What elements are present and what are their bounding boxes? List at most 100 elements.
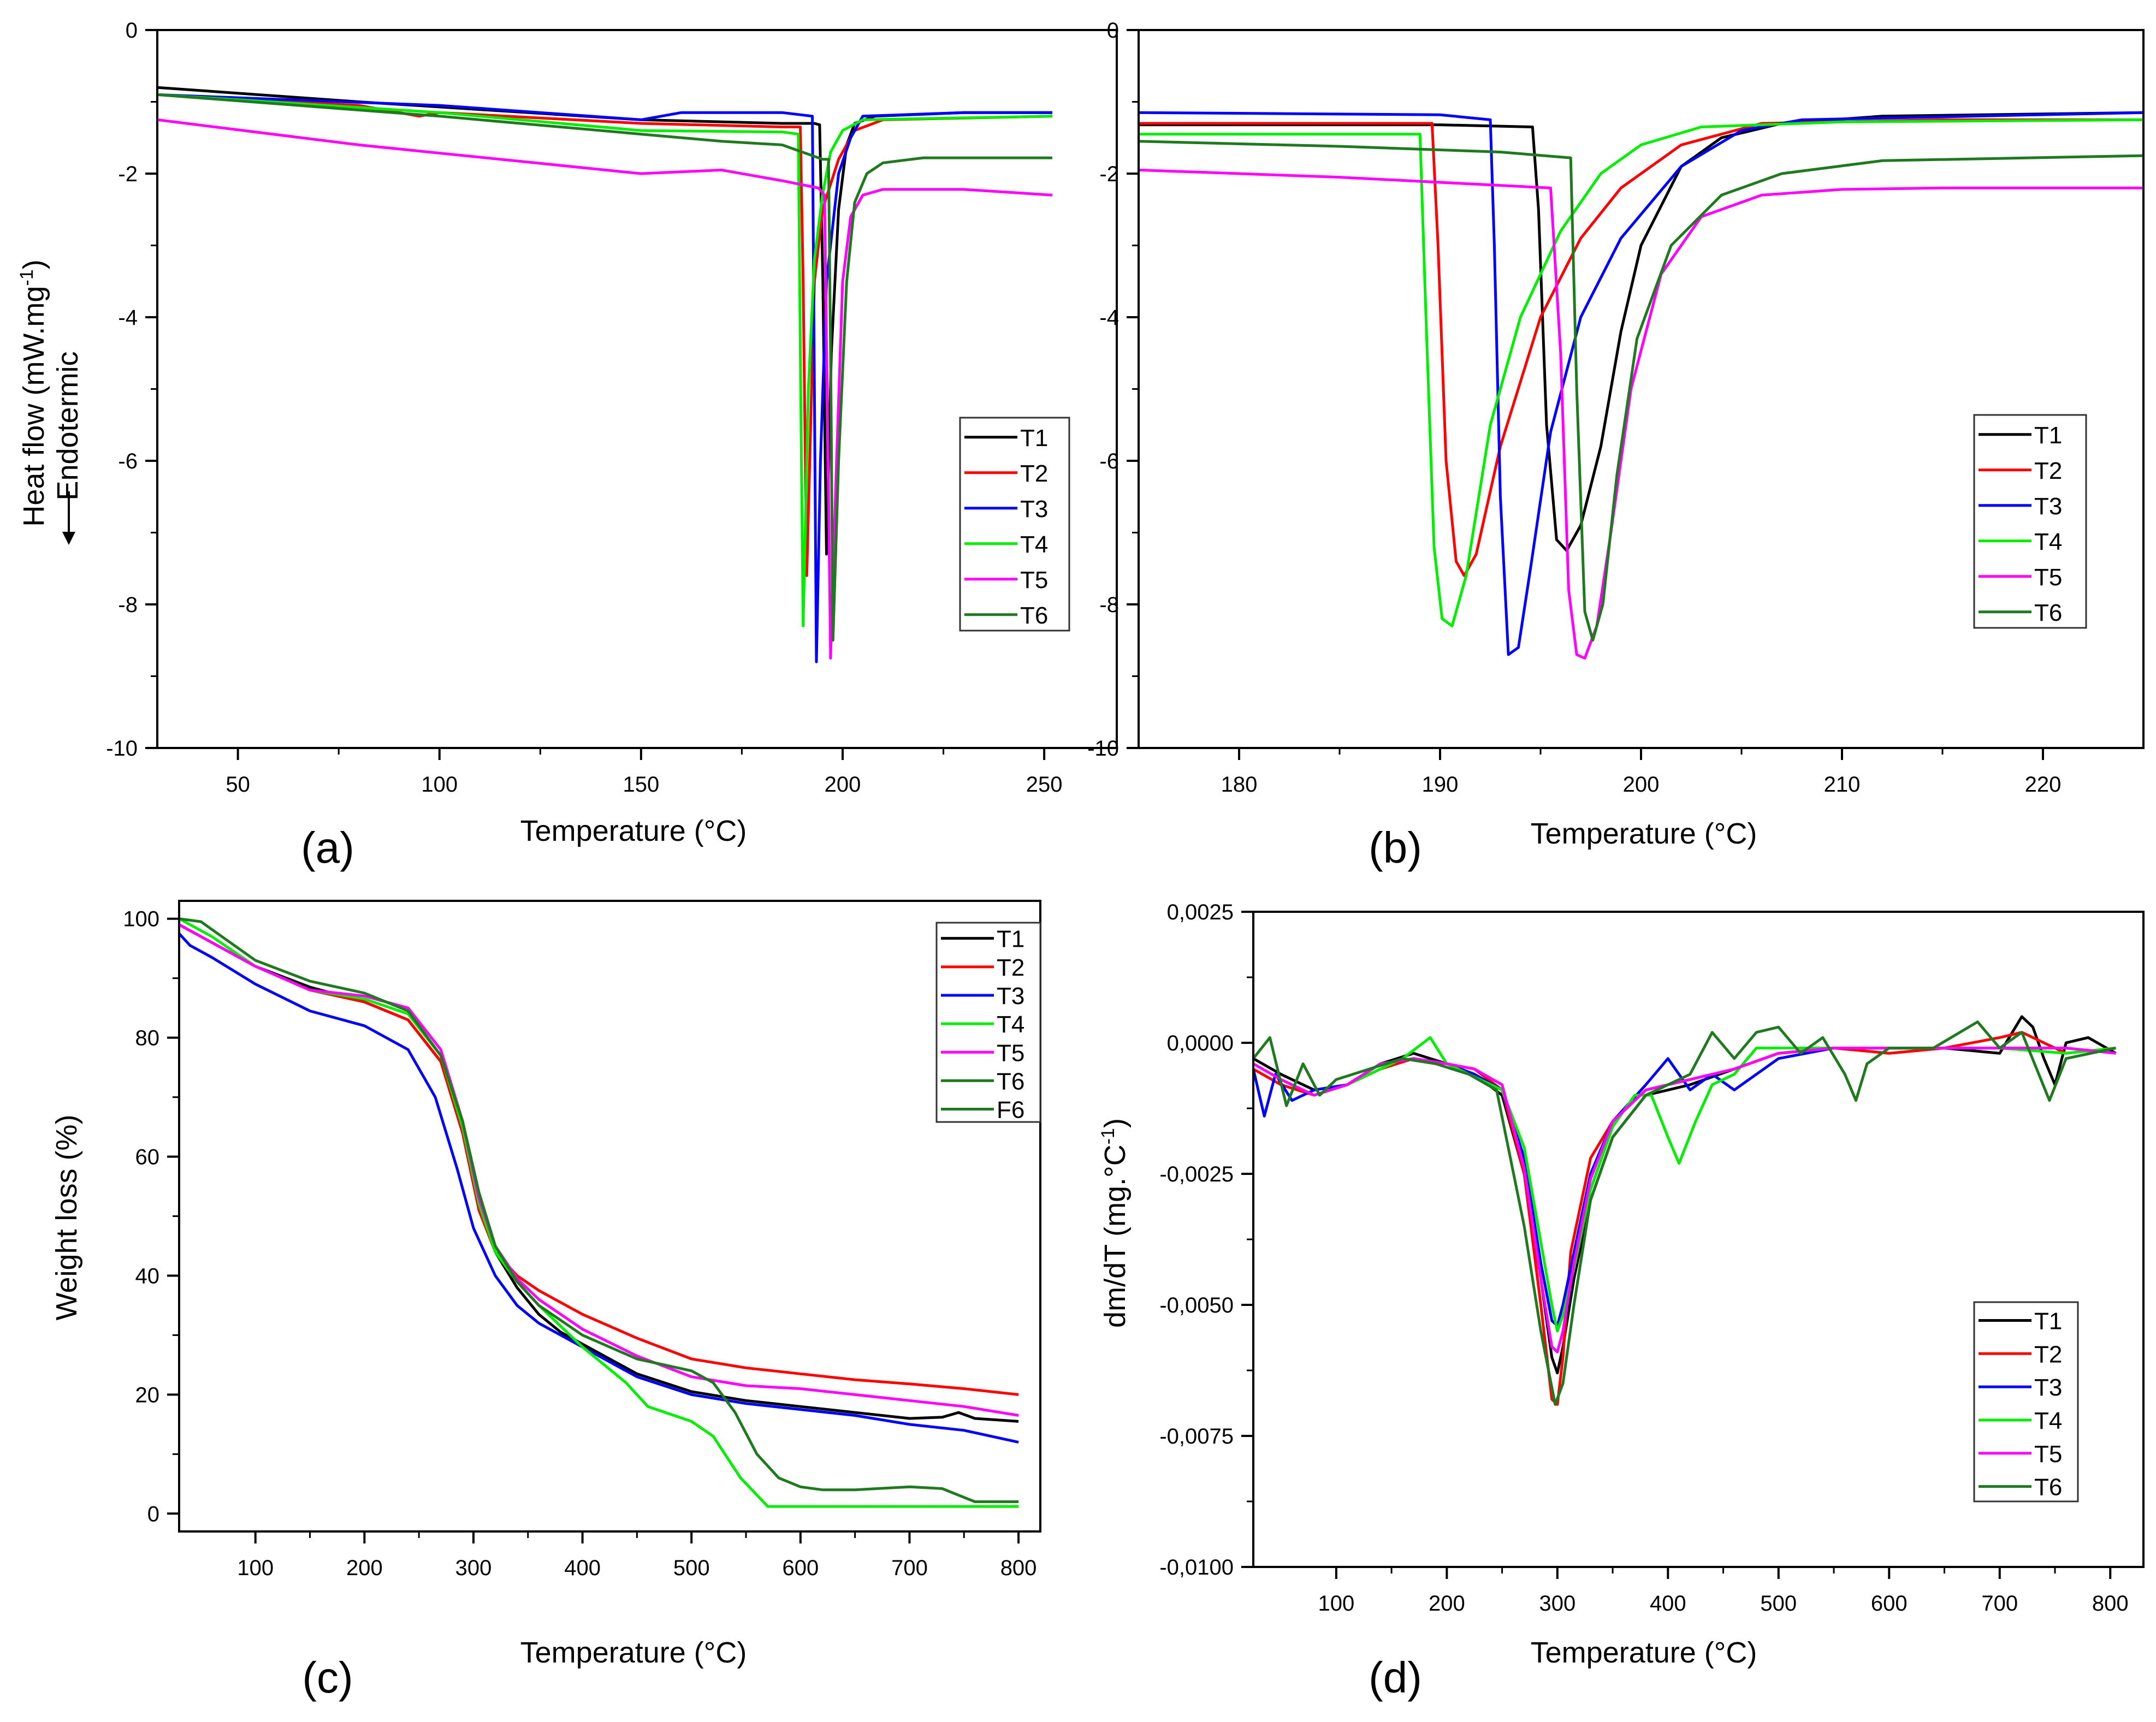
legend-label-t5: T5 [2034,564,2062,591]
chart-panel-c: 100 200 300 400 500 600 700 800 0 20 40 60 80 100 Temp… [50,900,1041,1702]
x-tick-label: 700 [891,1556,928,1580]
series-group [157,86,1053,663]
series-line-t1 [179,923,1019,1423]
y-tick-label: 0 [126,19,138,43]
y-tick-label: -10 [1087,737,1119,761]
legend-label-t4: T4 [2034,1408,2062,1434]
y-tick-label: -10 [106,737,138,761]
series-line-t5 [179,923,1019,1417]
legend-label-t3: T3 [1020,496,1048,522]
series-line-t3 [1253,1047,2116,1327]
legend-label-t6: T6 [2034,1474,2062,1501]
legend-label-t6: T6 [997,1068,1024,1095]
x-tick-label: 300 [1539,1592,1575,1616]
y-tick-label: -0,0025 [1159,1162,1234,1186]
legend-label-t2: T2 [997,954,1024,981]
y-tick-label: 40 [135,1264,160,1288]
series-line-t4 [179,917,1019,1508]
legend: T1 T2 T3 T4 T5 T6 [1973,414,2087,629]
legend-label-t5: T5 [1020,567,1048,593]
y-tick-label: 60 [135,1145,160,1169]
chart-panel-a: 50 100 150 200 250 0 -2 -4 -6 -8 -10 Temperature (°… [16,19,1118,872]
series-line-t5 [157,118,1053,660]
legend-label-t1: T1 [997,926,1024,953]
series-group [179,917,1019,1508]
y-tick-label: 80 [135,1026,160,1050]
legend-label-t1: T1 [2034,422,2062,449]
legend-label-t6: T6 [2034,599,2062,626]
legend: T1 T2 T3 T4 T5 T6 [1973,1301,2079,1503]
series-line-t5 [1139,168,2143,660]
series-line-t6 [1139,140,2143,642]
plot-frame [1138,29,2145,749]
legend-label-t4: T4 [2034,529,2062,555]
x-tick-label: 200 [346,1556,383,1580]
y-tick-label: -6 [118,449,138,473]
legend-label-t3: T3 [2034,493,2062,520]
panel-label: (c) [302,1653,353,1702]
y-tick-label: -2 [1099,162,1119,186]
panel-label: (a) [301,823,354,872]
y-tick-label: -4 [118,306,138,330]
x-tick-label: 150 [623,773,660,797]
y-tick-label: 0 [147,1502,159,1526]
y-tick-label: 0,0025 [1167,900,1234,924]
endothermic-label: Endotermic [51,351,84,545]
y-tick-label: -0,0100 [1159,1555,1234,1580]
y-tick-label: -8 [1099,593,1119,617]
x-tick-label: 800 [1000,1556,1037,1580]
x-tick-label: 180 [1221,773,1258,797]
legend: T1 T2 T3 T4 T5 T6 [959,417,1070,632]
series-line-t2 [157,93,1052,577]
legend-label-f6: F6 [997,1097,1024,1124]
panel-label: (b) [1369,823,1422,872]
x-tick-label: 600 [782,1556,819,1580]
series-line-t4 [1253,1036,2116,1333]
x-tick-label: 200 [1623,773,1660,797]
series-line-t6 [157,93,1052,642]
y-tick-label: 0 [1107,19,1119,43]
x-tick-label: 500 [673,1556,710,1580]
y-tick-label: 100 [123,907,159,931]
x-axis-title: Temperature (°C) [520,1636,747,1669]
y-tick-label: -6 [1099,449,1119,473]
x-tick-label: 100 [237,1556,274,1580]
legend-label-t6: T6 [1020,602,1048,629]
x-axis-title: Temperature (°C) [520,815,747,847]
legend-label-t1: T1 [1020,425,1048,452]
x-tick-label: 200 [1429,1592,1465,1616]
y-axis-title: Weight loss (%) [50,1114,83,1320]
y-tick-label: -4 [1099,306,1119,330]
x-tick-label: 400 [1650,1592,1686,1616]
panel-label: (d) [1369,1653,1422,1702]
x-tick-label: 190 [1422,773,1459,797]
legend-label-t3: T3 [2034,1374,2062,1401]
legend-label-t5: T5 [2034,1441,2062,1468]
legend-label-t5: T5 [997,1040,1024,1066]
x-tick-label: 250 [1026,773,1063,797]
series-line-t2 [1139,118,2143,577]
legend-label-t2: T2 [2034,458,2062,484]
legend-label-t1: T1 [2034,1308,2062,1334]
legend-label-t4: T4 [1020,531,1048,558]
series-line-t6 [179,917,1019,1503]
x-axis-title: Temperature (°C) [1531,1636,1757,1669]
y-axis-title: dm/dT (mg.°C-1) [1098,1118,1132,1328]
x-tick-label: 50 [226,773,250,797]
series-line-t3 [157,93,1052,663]
x-tick-label: 400 [564,1556,601,1580]
x-tick-label: 600 [1871,1592,1908,1616]
y-axis-title: Heat flow (mW.mg-1) [16,259,50,526]
legend-label-t2: T2 [2034,1341,2062,1368]
series-line-t2 [179,923,1019,1396]
series-line-t3 [179,933,1019,1444]
x-tick-label: 500 [1760,1592,1797,1616]
series-group [1253,1015,2117,1406]
x-tick-label: 210 [1824,773,1861,797]
x-tick-label: 800 [2092,1592,2129,1616]
series-line-t3 [1139,111,2143,656]
legend-label-t2: T2 [1020,460,1048,487]
x-tick-label: 700 [1981,1592,2018,1616]
svg-text:Endotermic: Endotermic [51,351,84,500]
